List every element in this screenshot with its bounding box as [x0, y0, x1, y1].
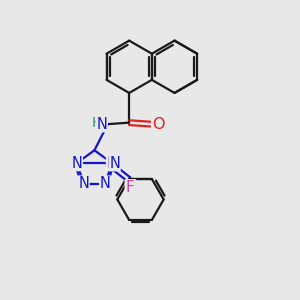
Text: N: N [96, 117, 107, 132]
Text: N: N [109, 155, 120, 170]
Text: O: O [152, 117, 164, 132]
Text: N: N [71, 155, 82, 170]
Text: N: N [100, 176, 111, 191]
Text: H: H [92, 116, 102, 130]
Text: F: F [126, 180, 134, 195]
Text: H: H [125, 180, 136, 194]
Text: N: N [106, 155, 117, 170]
Text: N: N [78, 176, 89, 191]
